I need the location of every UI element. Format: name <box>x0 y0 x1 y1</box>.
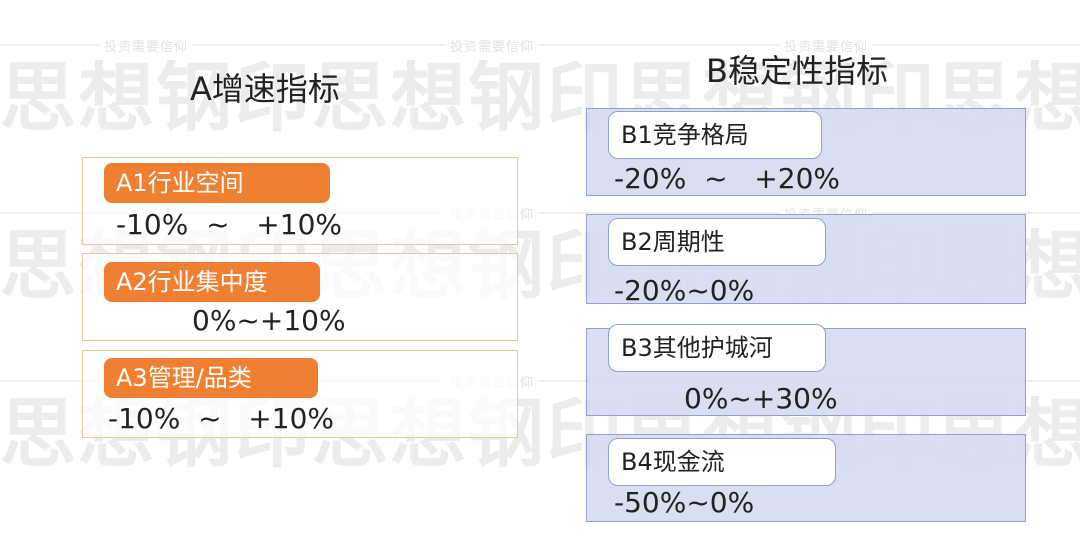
group-b-label-4: B4现金流 <box>608 438 836 486</box>
watermark-small-text: 投资需要信仰 <box>100 36 193 55</box>
group-b-title: B稳定性指标 <box>706 52 888 90</box>
group-a-label-3: A3管理/品类 <box>104 358 318 398</box>
group-b-label-1: B1竞争格局 <box>608 111 822 159</box>
watermark-rule <box>0 44 1080 46</box>
group-a-label-1: A1行业空间 <box>104 163 330 203</box>
group-a-label-2: A2行业集中度 <box>104 262 320 302</box>
watermark-small-text: 投资需要信仰 <box>780 36 873 55</box>
group-b-label-3: B3其他护城河 <box>608 324 826 372</box>
group-b-range-1: -20% ~ +20% <box>614 162 840 195</box>
group-b-range-3: 0%~+30% <box>684 382 838 415</box>
watermark-rule <box>0 380 1080 382</box>
group-b-range-4: -50%~0% <box>614 486 755 519</box>
group-a-title: A增速指标 <box>190 70 340 108</box>
group-a-range-3: -10% ~ +10% <box>108 402 334 435</box>
group-a-range-1: -10% ~ +10% <box>116 208 342 241</box>
watermark-small-text: 投资需要信仰 <box>446 36 539 55</box>
group-a-range-2: 0%~+10% <box>192 304 346 337</box>
group-b-label-2: B2周期性 <box>608 218 826 266</box>
group-b-range-2: -20%~0% <box>614 274 755 307</box>
watermark-rule <box>0 212 1080 214</box>
